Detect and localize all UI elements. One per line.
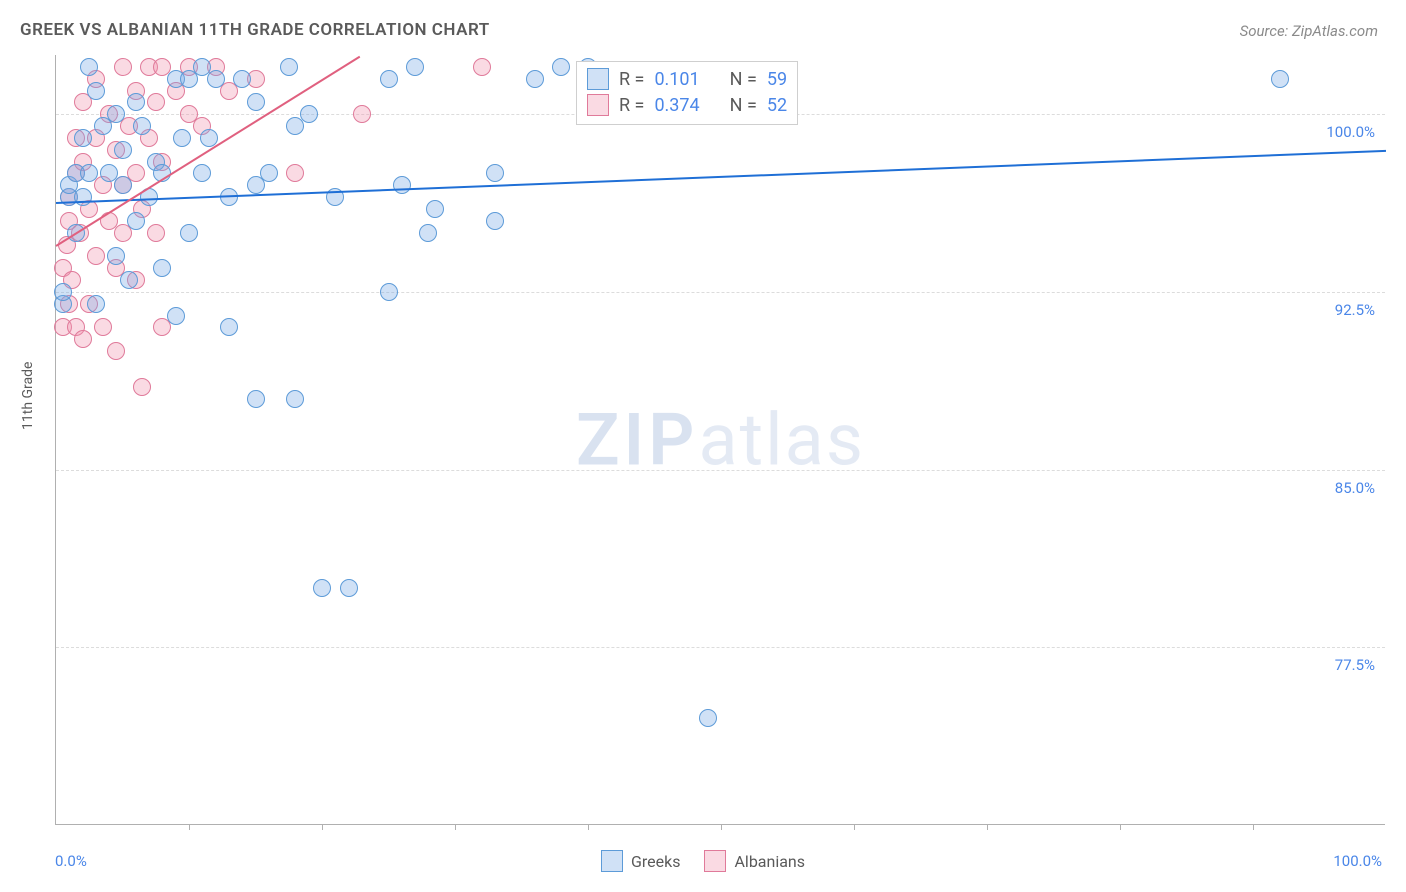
- data-point-albanians: [114, 58, 132, 76]
- data-point-greeks: [107, 247, 125, 265]
- x-tick: [721, 824, 722, 830]
- data-point-greeks: [193, 164, 211, 182]
- data-point-greeks: [406, 58, 424, 76]
- data-point-greeks: [173, 129, 191, 147]
- data-point-greeks: [340, 579, 358, 597]
- x-tick: [987, 824, 988, 830]
- y-tick-label: 85.0%: [1335, 479, 1375, 497]
- swatch-albanians-icon: [704, 850, 726, 872]
- data-point-greeks: [247, 93, 265, 111]
- data-point-albanians: [74, 330, 92, 348]
- data-point-albanians: [286, 164, 304, 182]
- x-tick: [1120, 824, 1121, 830]
- data-point-greeks: [133, 117, 151, 135]
- legend-label-greeks: Greeks: [631, 852, 681, 871]
- r-label: R =: [619, 95, 644, 116]
- data-point-greeks: [54, 283, 72, 301]
- x-tick: [322, 824, 323, 830]
- data-point-greeks: [80, 58, 98, 76]
- data-point-greeks: [120, 271, 138, 289]
- data-point-greeks: [486, 164, 504, 182]
- x-tick: [189, 824, 190, 830]
- r-label: R =: [619, 69, 644, 90]
- data-point-albanians: [107, 342, 125, 360]
- data-point-greeks: [260, 164, 278, 182]
- chart-title: GREEK VS ALBANIAN 11TH GRADE CORRELATION…: [20, 20, 490, 40]
- stats-legend: R = 0.101 N = 59 R = 0.374 N = 52: [576, 61, 798, 125]
- series-legend: Greeks Albanians: [0, 850, 1406, 872]
- x-tick: [455, 824, 456, 830]
- data-point-albanians: [87, 247, 105, 265]
- legend-label-albanians: Albanians: [734, 852, 805, 871]
- data-point-greeks: [552, 58, 570, 76]
- data-point-greeks: [220, 318, 238, 336]
- data-point-greeks: [486, 212, 504, 230]
- y-tick-label: 77.5%: [1335, 656, 1375, 674]
- data-point-greeks: [419, 224, 437, 242]
- data-point-greeks: [87, 82, 105, 100]
- data-point-greeks: [1271, 70, 1289, 88]
- data-point-greeks: [87, 295, 105, 313]
- x-tick: [854, 824, 855, 830]
- data-point-greeks: [180, 224, 198, 242]
- n-label: N =: [730, 69, 757, 90]
- n-label: N =: [730, 95, 757, 116]
- swatch-greeks-icon: [601, 850, 623, 872]
- data-point-greeks: [380, 283, 398, 301]
- data-point-albanians: [133, 378, 151, 396]
- stats-row-greeks: R = 0.101 N = 59: [587, 66, 787, 92]
- data-point-greeks: [233, 70, 251, 88]
- data-point-greeks: [380, 70, 398, 88]
- data-point-greeks: [74, 129, 92, 147]
- data-point-greeks: [107, 105, 125, 123]
- data-point-greeks: [74, 188, 92, 206]
- data-point-greeks: [699, 709, 717, 727]
- data-point-greeks: [247, 390, 265, 408]
- data-point-greeks: [207, 70, 225, 88]
- n-value-greeks: 59: [767, 69, 787, 90]
- data-point-greeks: [300, 105, 318, 123]
- data-point-greeks: [114, 141, 132, 159]
- data-point-greeks: [393, 176, 411, 194]
- data-point-greeks: [280, 58, 298, 76]
- x-tick: [588, 824, 589, 830]
- gridline: [56, 292, 1385, 293]
- data-point-greeks: [167, 307, 185, 325]
- scatter-chart: ZIPatlas 77.5%85.0%92.5%100.0% R = 0.101…: [55, 55, 1385, 825]
- data-point-greeks: [80, 164, 98, 182]
- gridline: [56, 470, 1385, 471]
- data-point-greeks: [286, 390, 304, 408]
- data-point-greeks: [426, 200, 444, 218]
- data-point-greeks: [313, 579, 331, 597]
- data-point-greeks: [114, 176, 132, 194]
- legend-item-greeks: Greeks: [601, 850, 681, 872]
- y-tick-label: 92.5%: [1335, 301, 1375, 319]
- r-value-albanians: 0.374: [654, 95, 699, 116]
- data-point-greeks: [127, 93, 145, 111]
- data-point-greeks: [127, 212, 145, 230]
- legend-item-albanians: Albanians: [704, 850, 805, 872]
- n-value-albanians: 52: [767, 95, 787, 116]
- source-attribution: Source: ZipAtlas.com: [1240, 22, 1378, 40]
- x-tick: [1253, 824, 1254, 830]
- data-point-albanians: [473, 58, 491, 76]
- data-point-albanians: [353, 105, 371, 123]
- y-tick-label: 100.0%: [1326, 123, 1375, 141]
- data-point-greeks: [526, 70, 544, 88]
- data-point-greeks: [153, 259, 171, 277]
- data-point-albanians: [147, 224, 165, 242]
- stats-row-albanians: R = 0.374 N = 52: [587, 92, 787, 118]
- data-point-albanians: [94, 318, 112, 336]
- y-axis-title: 11th Grade: [20, 362, 36, 430]
- swatch-greeks-icon: [587, 68, 609, 90]
- data-point-albanians: [147, 93, 165, 111]
- r-value-greeks: 0.101: [654, 69, 699, 90]
- swatch-albanians-icon: [587, 94, 609, 116]
- gridline: [56, 647, 1385, 648]
